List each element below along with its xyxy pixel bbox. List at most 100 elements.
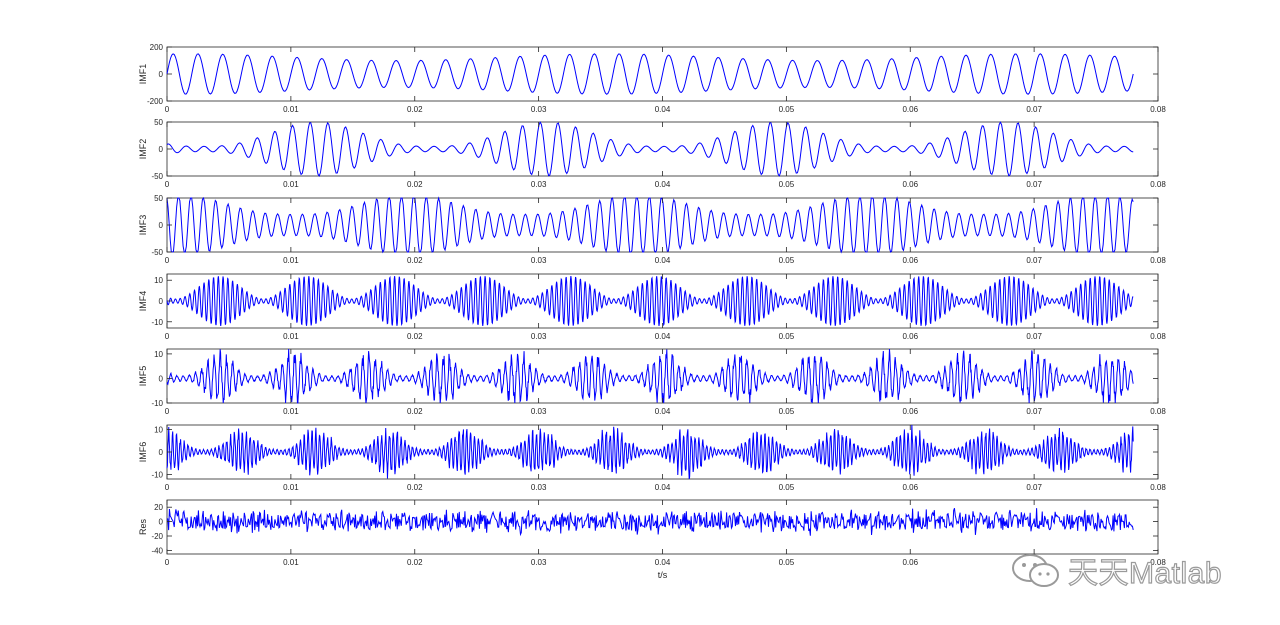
x-tick-label: 0.01: [283, 180, 299, 189]
x-tick-label: 0.03: [531, 180, 547, 189]
x-tick-label: 0.06: [902, 256, 918, 265]
x-tick-label: 0.08: [1150, 105, 1166, 114]
x-tick-label: 0.01: [283, 256, 299, 265]
x-tick-label: 0.08: [1150, 180, 1166, 189]
y-axis-label: IMF1: [138, 64, 148, 85]
x-tick-label: 0.01: [283, 407, 299, 416]
x-tick-label: 0.05: [779, 558, 795, 567]
x-tick-label: 0.01: [283, 332, 299, 341]
x-tick-label: 0.01: [283, 105, 299, 114]
panel-imf6: 100-100 0.01 0.02 0.03 0.04 0.05 0.06 0.07 0.08I…: [138, 424, 1166, 492]
x-axis-label: t/s: [658, 570, 668, 580]
x-tick-label: 0.02: [407, 483, 423, 492]
x-tick-label: 0.03: [531, 407, 547, 416]
y-tick-label: -40: [151, 546, 163, 555]
x-tick-label: 0.02: [407, 180, 423, 189]
y-tick-label: 0: [159, 145, 164, 154]
x-tick-label: 0.05: [779, 407, 795, 416]
x-tick-label: 0.07: [1026, 180, 1042, 189]
x-tick-label: 0.08: [1150, 558, 1166, 567]
series-line: [166, 196, 1134, 254]
y-tick-label: 0: [159, 518, 164, 527]
x-tick-label: 0.06: [902, 105, 918, 114]
x-tick-label: 0: [165, 332, 170, 341]
y-tick-label: 0: [159, 70, 164, 79]
y-tick-label: -200: [147, 97, 164, 106]
axes-box: [166, 121, 1159, 177]
y-tick-label: -10: [151, 399, 163, 408]
x-tick-label: 0: [165, 483, 170, 492]
x-tick-label: 0.04: [655, 558, 671, 567]
series-line: [166, 53, 1134, 95]
x-tick-label: 0: [165, 407, 170, 416]
x-tick-label: 0.07: [1026, 407, 1042, 416]
y-tick-label: 10: [154, 350, 163, 359]
x-tick-label: 0: [165, 256, 170, 265]
x-tick-label: 0.02: [407, 407, 423, 416]
x-tick-label: 0.03: [531, 256, 547, 265]
x-tick-label: 0.02: [407, 105, 423, 114]
x-tick-label: 0.06: [902, 407, 918, 416]
x-tick-label: 0.08: [1150, 407, 1166, 416]
axes-box: [166, 197, 1159, 253]
x-tick-label: 0: [165, 105, 170, 114]
series-line: [166, 348, 1134, 404]
x-tick-label: 0.03: [531, 483, 547, 492]
x-tick-label: 0.04: [655, 332, 671, 341]
series-line: [166, 121, 1134, 177]
x-tick-label: 0.05: [779, 256, 795, 265]
x-tick-label: 0.05: [779, 332, 795, 341]
x-tick-label: 0.04: [655, 105, 671, 114]
x-tick-label: 0.05: [779, 483, 795, 492]
x-tick-label: 0.02: [407, 558, 423, 567]
y-tick-label: 0: [159, 448, 164, 457]
x-tick-label: 0.05: [779, 180, 795, 189]
watermark: 天天Matlab: [1008, 548, 1222, 592]
series-line: [166, 275, 1134, 327]
y-tick-label: 0: [159, 374, 164, 383]
y-tick-label: -50: [151, 248, 163, 257]
panel-res: 200-20-4000.010.020.030.040.050.060.070.…: [138, 499, 1166, 580]
x-tick-label: 0.03: [531, 105, 547, 114]
y-axis-label: IMF5: [138, 366, 148, 387]
y-axis-label: IMF3: [138, 215, 148, 236]
series-line: [166, 424, 1134, 480]
watermark-text: 天天Matlab: [1067, 556, 1223, 590]
x-tick-label: 0.06: [902, 558, 918, 567]
x-tick-label: 0.04: [655, 483, 671, 492]
panel-imf3: 500-500 0.01 0.02 0.03 0.04 0.05 0.06 0.07 0.08I…: [138, 194, 1166, 265]
wechat-icon: [1012, 554, 1059, 587]
y-tick-label: 200: [150, 43, 164, 52]
x-tick-label: 0: [165, 558, 170, 567]
y-axis-label: IMF6: [138, 442, 148, 463]
y-tick-label: -10: [151, 471, 163, 480]
x-tick-label: 0.06: [902, 483, 918, 492]
x-tick-label: 0.03: [531, 558, 547, 567]
y-tick-label: -20: [151, 532, 163, 541]
x-tick-label: 0.06: [902, 180, 918, 189]
y-tick-label: 0: [159, 221, 164, 230]
x-tick-label: 0.04: [655, 180, 671, 189]
x-tick-label: 0.06: [902, 332, 918, 341]
y-tick-label: 0: [159, 297, 164, 306]
y-tick-label: 10: [154, 426, 163, 435]
x-tick-label: 0.02: [407, 332, 423, 341]
x-tick-label: 0.01: [283, 483, 299, 492]
y-tick-label: 20: [154, 503, 163, 512]
panel-imf2: 500-500 0.01 0.02 0.03 0.04 0.05 0.06 0.07 0.08I…: [138, 118, 1166, 189]
y-axis-label: IMF4: [138, 291, 148, 312]
x-tick-label: 0.07: [1026, 332, 1042, 341]
x-tick-label: 0.04: [655, 407, 671, 416]
y-tick-label: 10: [154, 276, 163, 285]
x-tick-label: 0.08: [1150, 483, 1166, 492]
x-tick-label: 0.07: [1026, 105, 1042, 114]
y-tick-label: -50: [151, 172, 163, 181]
axes-box: [166, 499, 1159, 555]
x-tick-label: 0.03: [531, 332, 547, 341]
y-axis-label: Res: [138, 519, 148, 536]
x-tick-label: 0.07: [1026, 256, 1042, 265]
x-tick-label: 0.01: [283, 558, 299, 567]
x-tick-label: 0.07: [1026, 483, 1042, 492]
